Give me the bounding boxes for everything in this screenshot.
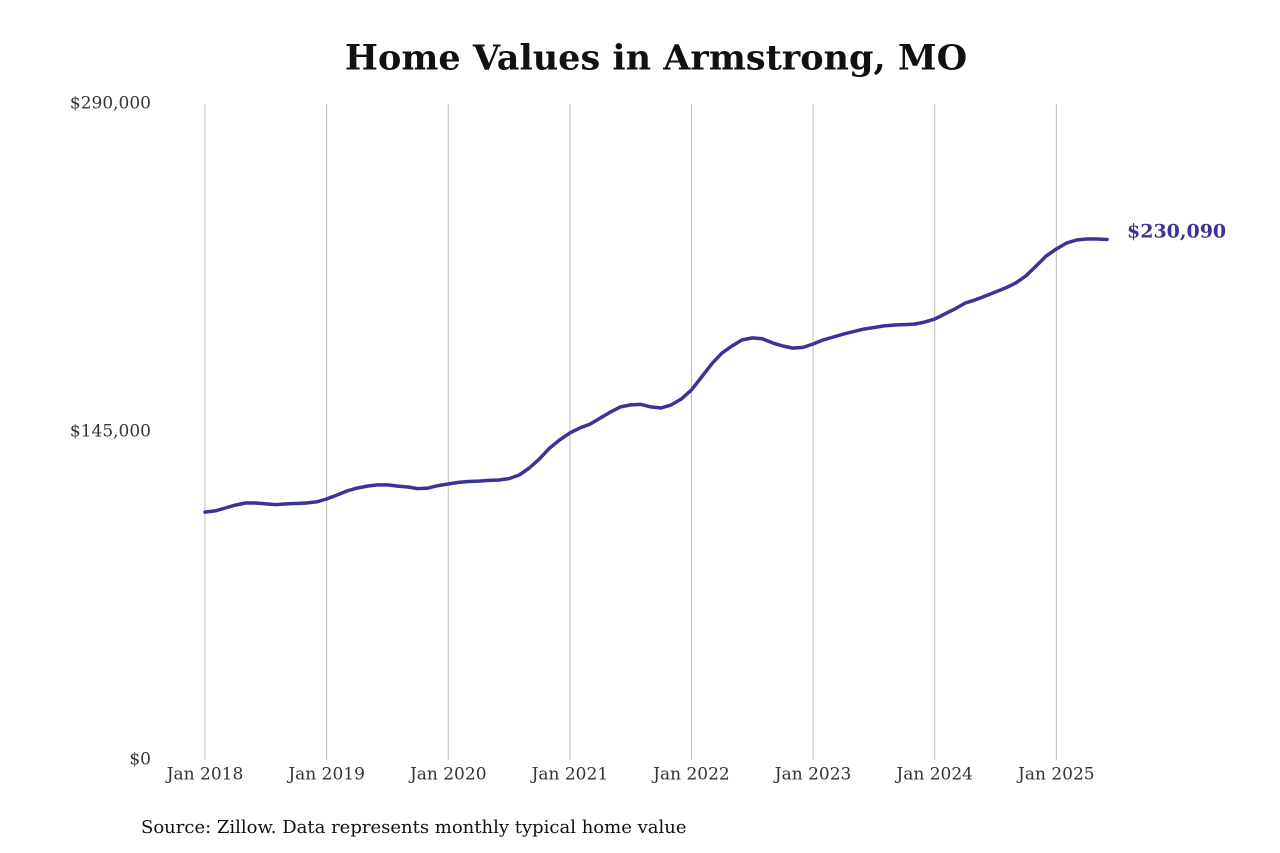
x-tick-label: Jan 2023 — [773, 765, 852, 785]
x-tick-label: Jan 2021 — [530, 765, 609, 785]
x-tick-label: Jan 2024 — [894, 765, 973, 785]
x-tick-label: Jan 2020 — [408, 765, 487, 785]
value-label: $230,090 — [1127, 221, 1226, 243]
x-tick-label: Jan 2019 — [286, 765, 365, 785]
source-note: Source: Zillow. Data represents monthly … — [141, 817, 687, 838]
x-tick-label: Jan 2025 — [1016, 765, 1095, 785]
line — [203, 237, 1109, 514]
chart-title: Home Values in Armstrong, MO — [345, 38, 967, 79]
y-tick-label: $290,000 — [70, 94, 151, 114]
y-tick-label: $0 — [129, 750, 151, 770]
y-tick-label: $145,000 — [70, 422, 151, 442]
x-tick-label: Jan 2022 — [651, 765, 730, 785]
x-tick-label: Jan 2018 — [165, 765, 244, 785]
